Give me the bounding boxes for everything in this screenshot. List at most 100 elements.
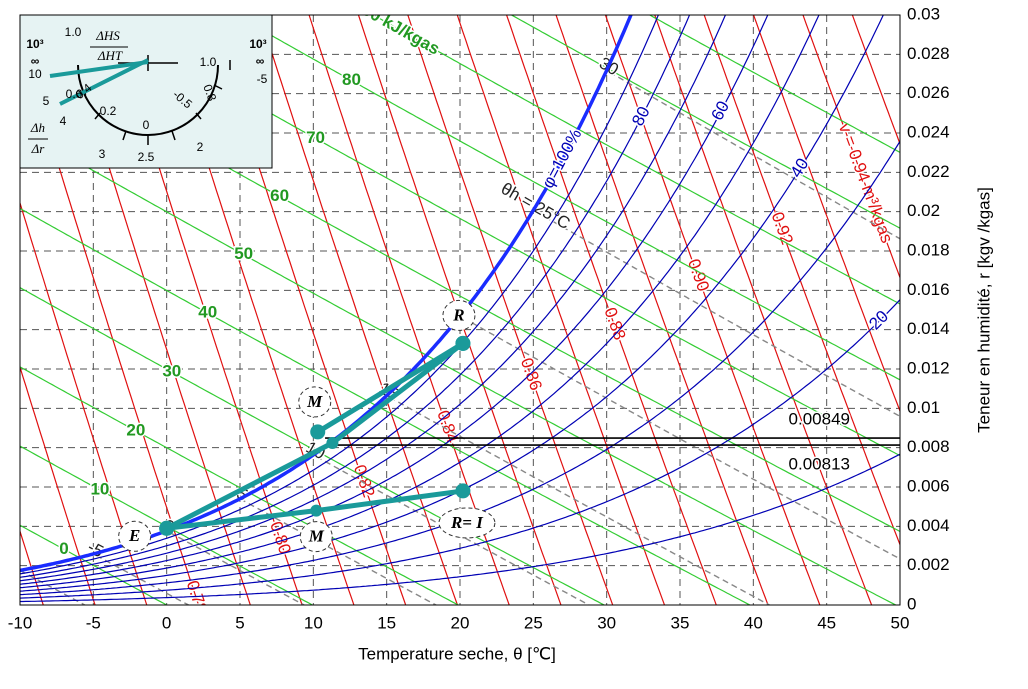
enthalpy-label: 30 [162, 361, 181, 380]
process-point [455, 483, 471, 499]
relative-humidity-line [20, 299, 900, 599]
process-point [310, 504, 323, 517]
y-tick-label: 0.012 [907, 358, 950, 377]
y-tick-label: 0 [907, 594, 916, 613]
enthalpy-label: 80 [342, 70, 361, 89]
y-tick-label: 0.03 [907, 4, 940, 23]
point-label-box [438, 507, 496, 539]
y-tick-label: 0.01 [907, 398, 940, 417]
specific-volume-line [555, 15, 769, 605]
inset-label: ΔHS [95, 28, 120, 43]
point-label: R= I [450, 513, 484, 532]
enthalpy-label: 0 [59, 539, 68, 558]
x-tick-label: 20 [451, 613, 470, 632]
enthalpy-label: 60 [270, 186, 289, 205]
x-tick-label: 40 [744, 613, 763, 632]
enthalpy-line [20, 445, 314, 605]
specific-volume-line [456, 15, 666, 605]
wet-bulb-line [609, 71, 900, 240]
inset-label: 10³ [26, 37, 43, 51]
y-tick-label: 0.014 [907, 319, 950, 338]
x-axis-label: Temperature seche, θ [℃] [358, 644, 556, 663]
wet-bulb-line [462, 317, 900, 560]
enthalpy-line [20, 128, 898, 605]
y-tick-label: 0.026 [907, 83, 950, 102]
inset-label: 4 [60, 114, 67, 128]
point-label: E [128, 526, 140, 545]
y-tick-label: 0.016 [907, 280, 950, 299]
point-label-box [118, 520, 152, 552]
relative-humidity-line [20, 15, 727, 582]
reference-label: 0.00813 [789, 455, 850, 474]
relative-humidity-line [20, 15, 820, 589]
x-tick-label: -5 [86, 613, 101, 632]
y-tick-label: 0.022 [907, 162, 950, 181]
inset-label: 1.0 [200, 55, 217, 69]
process-point [326, 436, 339, 449]
wet-bulb-line [20, 569, 87, 605]
y-tick-label: 0.008 [907, 437, 950, 456]
enthalpy-label: 20 [126, 420, 145, 439]
x-tick-label: 50 [891, 613, 910, 632]
inset-label: 0.2 [100, 104, 117, 118]
plot-frame [19, 14, 901, 606]
specific-volume-line [851, 15, 900, 145]
point-label: R [452, 305, 464, 324]
inset: 10³ ∞ ΔHS ΔHT Δh Δr 1.0 0.6 0.4 0.2 0 -0… [19, 14, 273, 169]
y-tick-label: 0.02 [907, 201, 940, 220]
wet-bulb-line [95, 554, 190, 605]
specific-volume-line [407, 15, 614, 605]
x-tick-label: -10 [8, 613, 33, 632]
y-axis-label: Teneur en humidité, r [kgv /kgas] [974, 187, 993, 433]
inset-label: Δh [30, 120, 45, 135]
x-tick-label: 30 [597, 613, 616, 632]
wet-bulb-line [315, 455, 591, 605]
enthalpy-line [20, 207, 752, 605]
enthalpy-line [372, 15, 900, 305]
specific-volume-line [604, 15, 821, 605]
relative-humidity-line [20, 15, 691, 578]
reference-label: 0.00849 [789, 410, 850, 429]
specific-volume-line [505, 15, 717, 605]
x-tick-label: 5 [235, 613, 244, 632]
x-tick-label: 0 [162, 613, 171, 632]
x-tick-label: 10 [304, 613, 323, 632]
y-tick-label: 0.006 [907, 476, 950, 495]
enthalpy-label: 70 [306, 128, 325, 147]
point-label-box [299, 521, 333, 553]
inset-label: 0.6 [66, 87, 83, 101]
specific-volume-line [20, 367, 96, 605]
inset-label: ΔHT [97, 48, 123, 63]
enthalpy-line [234, 15, 900, 381]
inset-label: 0 [143, 118, 150, 132]
inset-label: 10 [28, 67, 42, 81]
y-tick-label: 0.024 [907, 122, 950, 141]
process-point [159, 520, 175, 536]
process-point [310, 424, 326, 440]
enthalpy-label: 10 [90, 479, 109, 498]
enthalpy-line [648, 15, 900, 153]
inset-slope [49, 60, 149, 78]
y-tick-label: 0.028 [907, 44, 950, 63]
x-tick-label: 35 [671, 613, 690, 632]
inset-label: 5 [43, 94, 50, 108]
y-tick-label: 0.002 [907, 555, 950, 574]
wet-bulb-line [169, 531, 306, 605]
specific-volume-line [703, 15, 900, 545]
inset-box [19, 14, 273, 169]
inset-label: Δr [31, 141, 46, 156]
enthalpy-line [20, 524, 168, 605]
inset-label: 2.5 [138, 150, 155, 164]
x-tick-label: 45 [817, 613, 836, 632]
process-line [316, 341, 465, 435]
point-label-box [298, 386, 332, 418]
y-tick-label: 0.018 [907, 240, 950, 259]
inset-label: -5 [257, 72, 268, 86]
enthalpy-line [510, 15, 900, 229]
enthalpy-label: 40 [198, 303, 217, 322]
inset-label: 3 [99, 147, 106, 161]
enthalpy-label: 50 [234, 244, 253, 263]
point-label: M [308, 527, 325, 546]
